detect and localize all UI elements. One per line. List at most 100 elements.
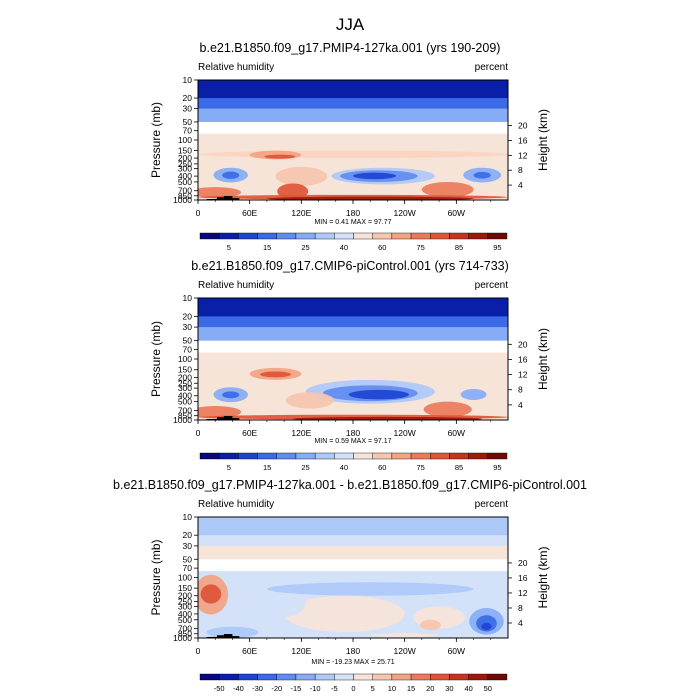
x-tick-label: 180	[346, 428, 360, 438]
panel-left-label: Relative humidity	[198, 62, 274, 73]
field-contour-7	[206, 626, 259, 638]
y-tick-label: 300	[178, 164, 192, 174]
y-tick-label: 200	[178, 153, 192, 163]
panel-top: b.e21.B1850.f09_g17.PMIP4-127ka.001 (yrs…	[149, 41, 550, 252]
field-contour-9	[473, 171, 491, 179]
topography-1	[216, 417, 224, 420]
colorbar-cell-5	[295, 452, 316, 460]
panel-middle: b.e21.B1850.f09_g17.CMIP6-piControl.001 …	[149, 259, 550, 472]
min-max-label: MIN = -19.23 MAX = 25.71	[311, 659, 394, 666]
topography-0	[206, 198, 217, 200]
y2-tick-label: 8	[518, 385, 523, 395]
field-contour-1	[260, 371, 291, 378]
colorbar-cell-1	[218, 232, 239, 240]
topography-2	[223, 416, 233, 420]
strat-band-2	[198, 98, 508, 110]
colorbar-cell-8	[353, 452, 373, 460]
strat-band-3	[198, 327, 508, 342]
x-tick-label: 60E	[242, 428, 257, 438]
y2-tick-label: 16	[518, 573, 528, 583]
colorbar-label: 20	[426, 684, 434, 693]
topography-2	[223, 634, 233, 638]
colorbar-label: 30	[445, 684, 453, 693]
colorbar-label: 50	[484, 684, 492, 693]
colorbar-label: -50	[214, 684, 225, 693]
y-tick-label: 1000	[173, 415, 192, 425]
y-tick-label: 30	[183, 322, 193, 332]
x-tick-label: 120E	[291, 428, 311, 438]
colorbar-label: 5	[227, 243, 231, 252]
y-tick-label: 850	[178, 191, 192, 201]
colorbar-label: 75	[416, 243, 424, 252]
y-tick-label: 10	[183, 293, 193, 303]
colorbar-cell-13	[449, 232, 469, 240]
y-tick-label: 70	[183, 126, 193, 136]
y-tick-label: 20	[183, 530, 193, 540]
colorbar-cell-12	[430, 673, 450, 681]
y-tick-label: 700	[178, 186, 192, 196]
colorbar-label: 25	[301, 243, 309, 252]
colorbar-cell-2	[238, 232, 258, 240]
x-tick-label: 120W	[394, 428, 416, 438]
y-tick-label: 500	[178, 615, 192, 625]
colorbar-label: 10	[388, 684, 396, 693]
field-contour-10	[275, 166, 328, 186]
colorbar-cell-15	[487, 232, 508, 240]
y2-tick-label: 16	[518, 354, 528, 364]
y-tick-label: 1000	[173, 195, 192, 205]
colorbar-label: 60	[378, 463, 386, 472]
y-tick-label: 150	[178, 146, 192, 156]
field-contour-13	[421, 181, 474, 198]
colorbar-label: 40	[340, 463, 348, 472]
colorbar-cell-0	[199, 232, 220, 240]
colorbar-cell-2	[238, 673, 258, 681]
colorbar-cell-11	[410, 452, 431, 460]
panel-right-label: percent	[475, 62, 509, 73]
strat-band-3	[198, 108, 508, 123]
x-tick-label: 0	[196, 646, 201, 656]
y-tick-label: 10	[183, 75, 193, 85]
colorbar-label: 95	[493, 243, 501, 252]
colorbar-cell-10	[391, 232, 412, 240]
field-contour-7	[353, 172, 397, 180]
colorbar-cell-4	[276, 452, 297, 460]
y-tick-label: 30	[183, 541, 193, 551]
strat-band-2	[198, 535, 508, 547]
field-contour-11	[198, 187, 242, 198]
panel-right-label: percent	[475, 280, 509, 291]
colorbar-cell-10	[391, 673, 412, 681]
strat-band-4	[198, 340, 508, 353]
x-tick-label: 60W	[448, 208, 465, 218]
y2-tick-label: 8	[518, 165, 523, 175]
colorbar-cell-9	[372, 232, 393, 240]
colorbar-label: -40	[233, 684, 244, 693]
colorbar-cell-6	[314, 452, 335, 460]
x-tick-label: 0	[196, 208, 201, 218]
topography-0	[206, 418, 217, 420]
field-contour-9	[198, 406, 242, 419]
colorbar-label: -30	[252, 684, 263, 693]
y2-tick-label: 8	[518, 603, 523, 613]
y-tick-label: 850	[178, 629, 192, 639]
y2-tick-label: 4	[518, 400, 523, 410]
y-tick-label: 400	[178, 171, 192, 181]
y2-tick-label: 12	[518, 588, 528, 598]
colorbar-cell-14	[468, 452, 489, 460]
y-tick-label: 400	[178, 391, 192, 401]
panel-title: b.e21.B1850.f09_g17.PMIP4-127ka.001 (yrs…	[200, 41, 501, 55]
colorbar-cell-1	[218, 673, 239, 681]
field-contour-15	[266, 196, 474, 200]
colorbar-label: 95	[493, 463, 501, 472]
field-contour-2	[264, 154, 296, 159]
colorbar-cell-3	[257, 452, 277, 460]
colorbar-cell-6	[314, 673, 335, 681]
field-contour-0	[198, 150, 508, 159]
colorbar-cell-12	[430, 232, 450, 240]
y-tick-label: 100	[178, 135, 192, 145]
colorbar-cell-14	[468, 673, 489, 681]
colorbar-label: -20	[271, 684, 282, 693]
plot-area	[198, 298, 508, 420]
x-tick-label: 120E	[291, 208, 311, 218]
colorbar-cell-10	[391, 452, 412, 460]
